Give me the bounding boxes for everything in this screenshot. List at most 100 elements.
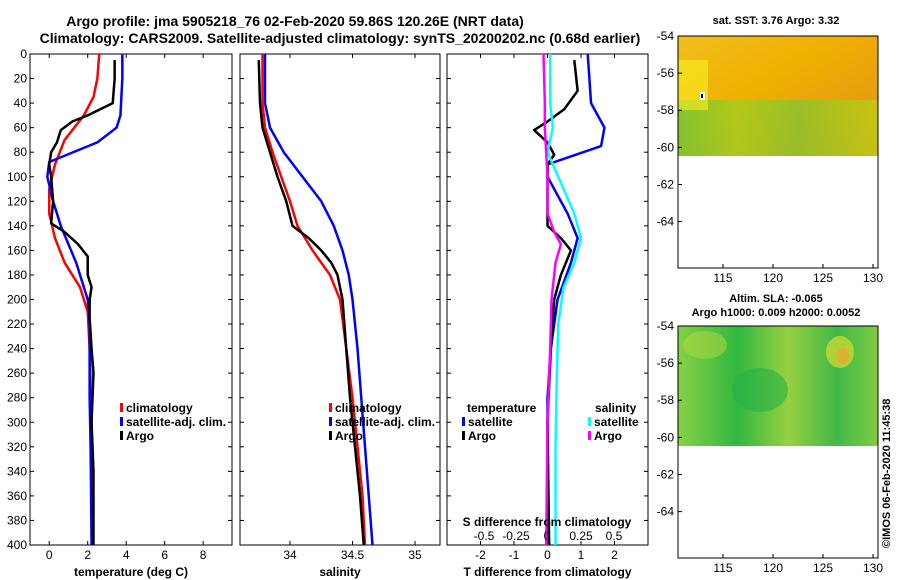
y-tick-label: 360 [7,489,27,503]
x-tick-label: 35 [408,548,422,562]
legend-swatch-sal-satellite [588,417,591,426]
legend-label-sal-satellite: satellite [594,415,639,429]
map-y-tick-label: -54 [657,319,675,333]
title-line2: Climatology: CARS2009. Satellite-adjuste… [40,30,641,46]
salinity-x-axis-title: salinity [319,565,361,579]
title-line1: Argo profile: jma 5905218_76 02-Feb-2020… [66,13,524,29]
salinity-legend: climatology satellite-adj. clim. Argo [329,401,435,443]
x-tick-label: -1 [509,548,520,562]
legend-swatch-temp-satellite [462,417,465,426]
map-x-tick-label: 125 [813,561,833,575]
x-tick-label: 2 [611,548,618,562]
series-line-climatology [261,54,367,546]
legend-swatch-argo [329,431,332,440]
series-line-salinity-satellite [546,54,583,545]
legend-swatch-climatology [329,403,332,412]
y-tick-label: 100 [7,170,27,184]
y-tick-label: 320 [7,440,27,454]
sst-map-frame [677,35,879,269]
y-tick-label: 140 [7,219,27,233]
sst-map-title: sat. SST: 3.76 Argo: 3.32 [713,15,840,27]
y-tick-label: 60 [14,121,28,135]
legend-label-satellite-adj: satellite-adj. clim. [126,415,226,429]
map-y-tick-label: -58 [657,393,675,407]
y-tick-label: 0 [20,47,27,61]
temperature-plot-frame [29,53,233,546]
sst-field-warm [678,60,708,110]
map-x-tick-label: 130 [863,561,883,575]
map-x-tick-label: 115 [713,561,732,575]
x-tick-label: 0 [544,548,551,562]
y-tick-label: 300 [7,415,27,429]
s-diff-tick-label: 0.5 [606,529,623,543]
map-x-tick-label: 120 [763,271,783,285]
legend-swatch-sal-argo [588,431,591,440]
temperature-legend: climatology satellite-adj. clim. Argo [120,401,226,443]
difference-x-axis-title: T difference from climatology [463,565,631,579]
legend-label-climatology: climatology [126,401,193,415]
map-y-tick-label: -56 [657,356,675,370]
legend-label-climatology: climatology [335,401,402,415]
y-tick-label: 400 [7,538,27,552]
legend-title-temperature: temperature [467,401,537,415]
x-tick-label: 4 [123,548,130,562]
map-y-tick-label: -62 [657,177,675,191]
legend-swatch-climatology [120,403,123,412]
map-y-tick-label: -64 [657,505,675,519]
x-tick-label: 6 [161,548,168,562]
legend-swatch-satellite-adj [120,417,123,426]
s-diff-tick-label: 0 [544,529,551,543]
legend-label-sal-argo: Argo [594,429,622,443]
x-tick-label: 0 [46,548,53,562]
map-y-tick-label: -56 [657,66,675,80]
difference-panel: -2 -1 0 1 2 T difference from climatology [446,53,649,579]
map-x-tick-label: 130 [863,271,883,285]
temperature-panel: 0204060801001201401601802002202402602803… [7,47,233,579]
sla-field-low [732,368,788,412]
sla-map-title-line2: Argo h1000: 0.009 h2000: 0.0052 [692,307,861,319]
map-x-tick-label: 120 [763,561,783,575]
map-y-tick-label: -58 [657,103,675,117]
sst-field-cold [678,100,878,156]
legend-swatch-temp-argo [462,431,465,440]
y-tick-label: 280 [7,391,27,405]
map-y-tick-label: -64 [657,215,675,229]
x-tick-label: 2 [84,548,91,562]
series-line-argo [257,60,365,546]
y-tick-label: 220 [7,317,27,331]
x-tick-label: 8 [200,548,207,562]
map-x-tick-label: 125 [813,271,833,285]
legend-label-argo: Argo [126,429,154,443]
sla-map-title-line1: Altim. SLA: -0.065 [729,293,823,305]
argo-location-dot [701,94,703,98]
temperature-x-axis-title: temperature (deg C) [74,565,188,579]
legend-title-salinity: salinity [595,401,637,415]
legend-label-argo: Argo [335,429,363,443]
credit-text: ©IMOS 06-Feb-2020 11:45:38 [881,399,893,548]
map-y-tick-label: -54 [657,29,675,43]
sla-field-anomaly-core [837,348,849,364]
x-tick-label: 1 [578,548,585,562]
y-tick-label: 260 [7,366,27,380]
x-tick-label: 34.5 [341,548,365,562]
y-tick-label: 200 [7,293,27,307]
map-x-tick-label: 115 [713,271,732,285]
series-line-argo [47,60,116,545]
map-y-tick-label: -62 [657,467,675,481]
sla-map-frame [677,325,879,559]
y-tick-label: 340 [7,464,27,478]
series-line-satellite-adj-clim- [263,54,374,546]
legend-swatch-argo [120,431,123,440]
s-diff-tick-label: 0.25 [569,529,593,543]
sst-map-axes: 115 120 125 130 -54 -56 -58 -60 -62 -64 [657,29,884,285]
sla-field-high [683,331,727,359]
legend-label-temp-satellite: satellite [468,415,513,429]
s-diff-tick-label: -0.5 [474,529,495,543]
y-tick-label: 40 [14,96,28,110]
y-tick-label: 240 [7,342,27,356]
sst-map [677,35,879,269]
s-diff-tick-label: -0.25 [502,529,530,543]
x-tick-label: 34 [283,548,297,562]
legend-swatch-satellite-adj [329,417,332,426]
